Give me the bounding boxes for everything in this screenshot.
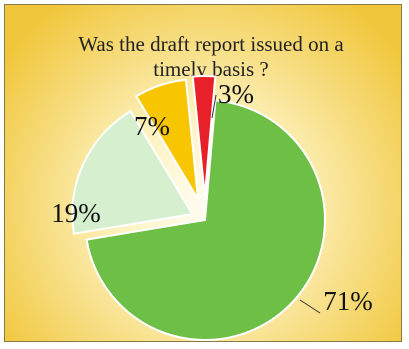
pie-slice-19 [71, 109, 194, 235]
slice-label-7: 7% [134, 111, 170, 141]
pie-slice-71 [85, 99, 326, 341]
pie-slice-7 [134, 78, 200, 200]
pie-slice-3 [191, 75, 217, 197]
chart-title-line-1: Was the draft report issued on a [78, 32, 344, 56]
slice-label-19: 19% [51, 198, 101, 228]
leader-line-3 [211, 94, 217, 119]
leader-line-71 [299, 299, 321, 314]
slice-label-71: 71% [323, 286, 373, 316]
slice-label-3: 3% [218, 79, 254, 109]
chart-frame [4, 4, 402, 342]
